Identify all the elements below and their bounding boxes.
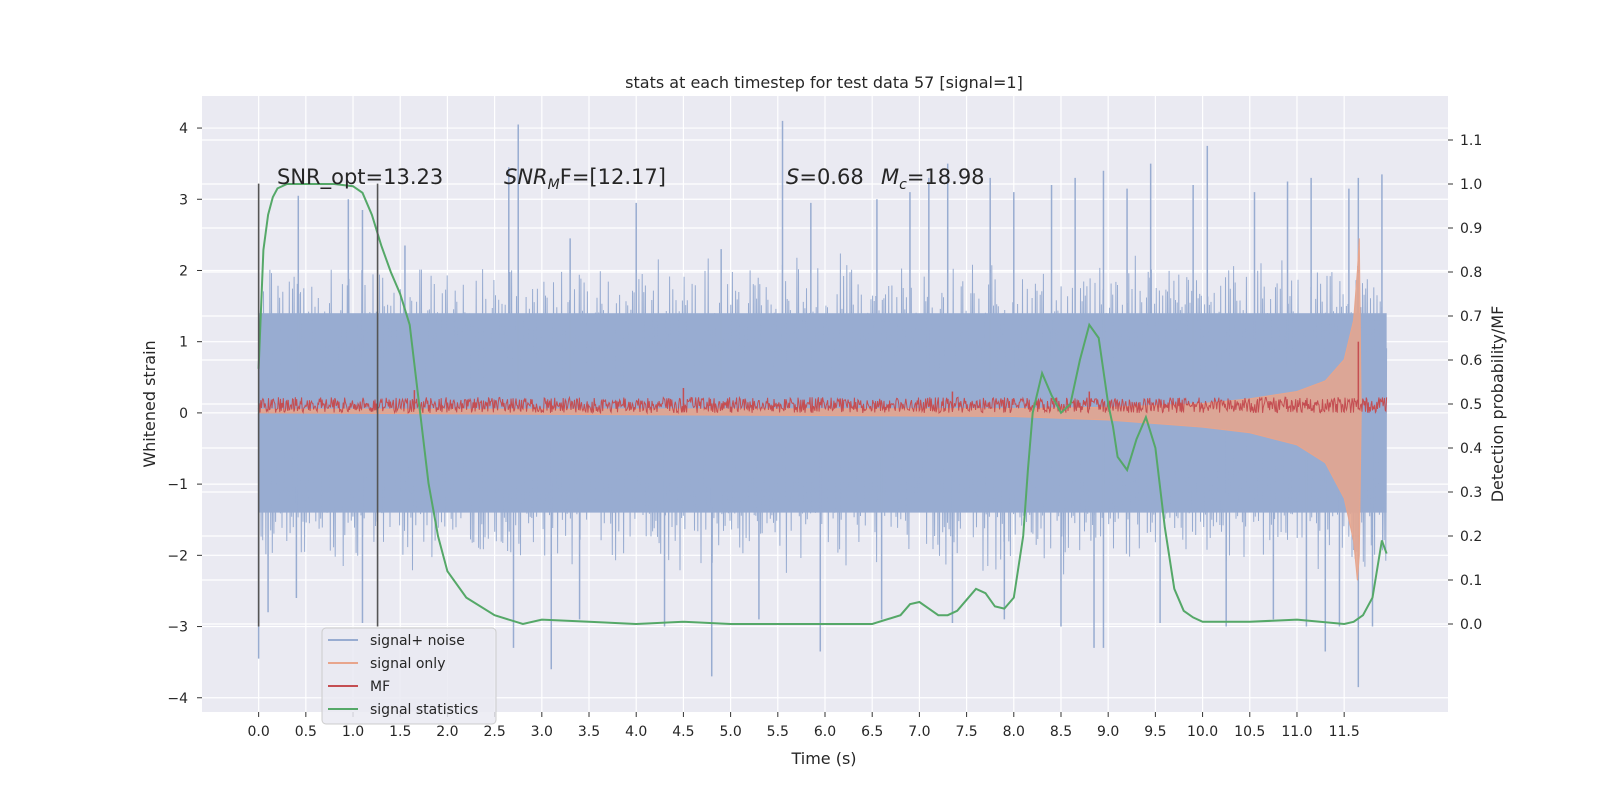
x-tick-label: 4.0 [625,724,647,740]
x-tick-label: 0.0 [248,724,270,740]
x-tick-label: 5.0 [719,724,741,740]
y-right-tick-label: 0.4 [1460,441,1482,457]
y-right-tick-label: 1.1 [1460,133,1482,149]
y-right-tick-label: 0.1 [1460,573,1482,589]
y-right-tick-label: 0.6 [1460,353,1482,369]
x-tick-label: 1.5 [389,724,411,740]
mc-label: M [881,165,899,189]
y-tick-label: −1 [167,477,188,493]
chart-title: stats at each timestep for test data 57 … [625,73,1023,92]
legend-label-signal-noise: signal+ noise [370,633,465,649]
x-tick-label: 10.5 [1234,724,1265,740]
mc-value: =18.98 [907,165,985,189]
x-tick-label: 7.0 [908,724,930,740]
x-tick-label: 0.5 [295,724,317,740]
snr-mf-suffix: F=[12.17] [560,165,666,189]
x-tick-label: 4.5 [672,724,694,740]
y-tick-label: 0 [179,406,188,422]
legend-label-mf: MF [370,679,390,695]
ticks: 0.0 0.5 1.0 1.5 2.0 2.5 3.0 3.5 4.0 4.5 5.0 5.5 6.0 6… [167,121,1482,740]
snr-opt-annotation: SNR_opt=13.23 [277,165,443,190]
y-right-tick-label: 0.3 [1460,485,1482,501]
y-right-axis-label: Detection probability/MF [1488,306,1507,503]
x-tick-label: 9.5 [1144,724,1166,740]
x-tick-label: 2.0 [436,724,458,740]
x-tick-label: 6.0 [814,724,836,740]
s-annotation: S=0.68 [786,165,864,189]
snr-mf-label: SNR [504,165,548,189]
series-layer [257,120,1388,688]
y-tick-label: 2 [179,263,188,279]
x-axis-label: Time (s) [790,749,856,768]
x-tick-label: 8.0 [1003,724,1025,740]
x-tick-label: 1.0 [342,724,364,740]
x-tick-label: 3.5 [578,724,600,740]
y-right-tick-label: 0.8 [1460,265,1482,281]
snr-mf-annotation: SNRMF=[12.17] [504,165,666,193]
y-right-tick-label: 0.7 [1460,309,1482,325]
s-label: S [786,165,799,189]
annotations: SNR_opt=13.23 SNRMF=[12.17] S=0.68 Mc=18… [277,165,985,193]
signal-only-line [257,238,1362,581]
x-tick-label: 5.5 [767,724,789,740]
y-right-tick-label: 0.5 [1460,397,1482,413]
x-tick-label: 11.0 [1281,724,1312,740]
x-tick-label: 10.0 [1187,724,1218,740]
x-tick-label: 3.0 [531,724,553,740]
y-tick-label: −4 [167,691,188,707]
legend-label-signal-statistics: signal statistics [370,702,478,718]
signal-statistics-line [257,183,1388,626]
mf-line [258,395,1388,415]
vline-layer [257,183,379,627]
y-right-tick-label: 1.0 [1460,177,1482,193]
legend-box [321,627,497,725]
mc-sub: c [899,177,907,193]
y-tick-label: −3 [167,620,188,636]
x-tick-label: 8.5 [1050,724,1072,740]
y-right-tick-label: 0.2 [1460,529,1482,545]
y-axis-label: Whitened strain [140,340,159,467]
x-tick-label: 7.5 [955,724,977,740]
y-right-tick-label: 0.9 [1460,221,1482,237]
y-tick-label: 4 [179,121,188,137]
legend: signal+ noise signal only MF signal stat… [321,627,497,725]
y-tick-label: 1 [179,335,188,351]
y-tick-label: −2 [167,548,188,564]
legend-label-signal-only: signal only [370,656,445,672]
mc-annotation: Mc=18.98 [881,165,985,193]
x-tick-label: 6.5 [861,724,883,740]
y-tick-label: 3 [179,192,188,208]
x-tick-label: 11.5 [1329,724,1360,740]
snr-mf-sub: M [548,177,560,193]
y-right-tick-label: 0.0 [1460,617,1482,633]
x-tick-label: 9.0 [1097,724,1119,740]
x-tick-label: 2.5 [483,724,505,740]
s-value: =0.68 [799,165,863,189]
